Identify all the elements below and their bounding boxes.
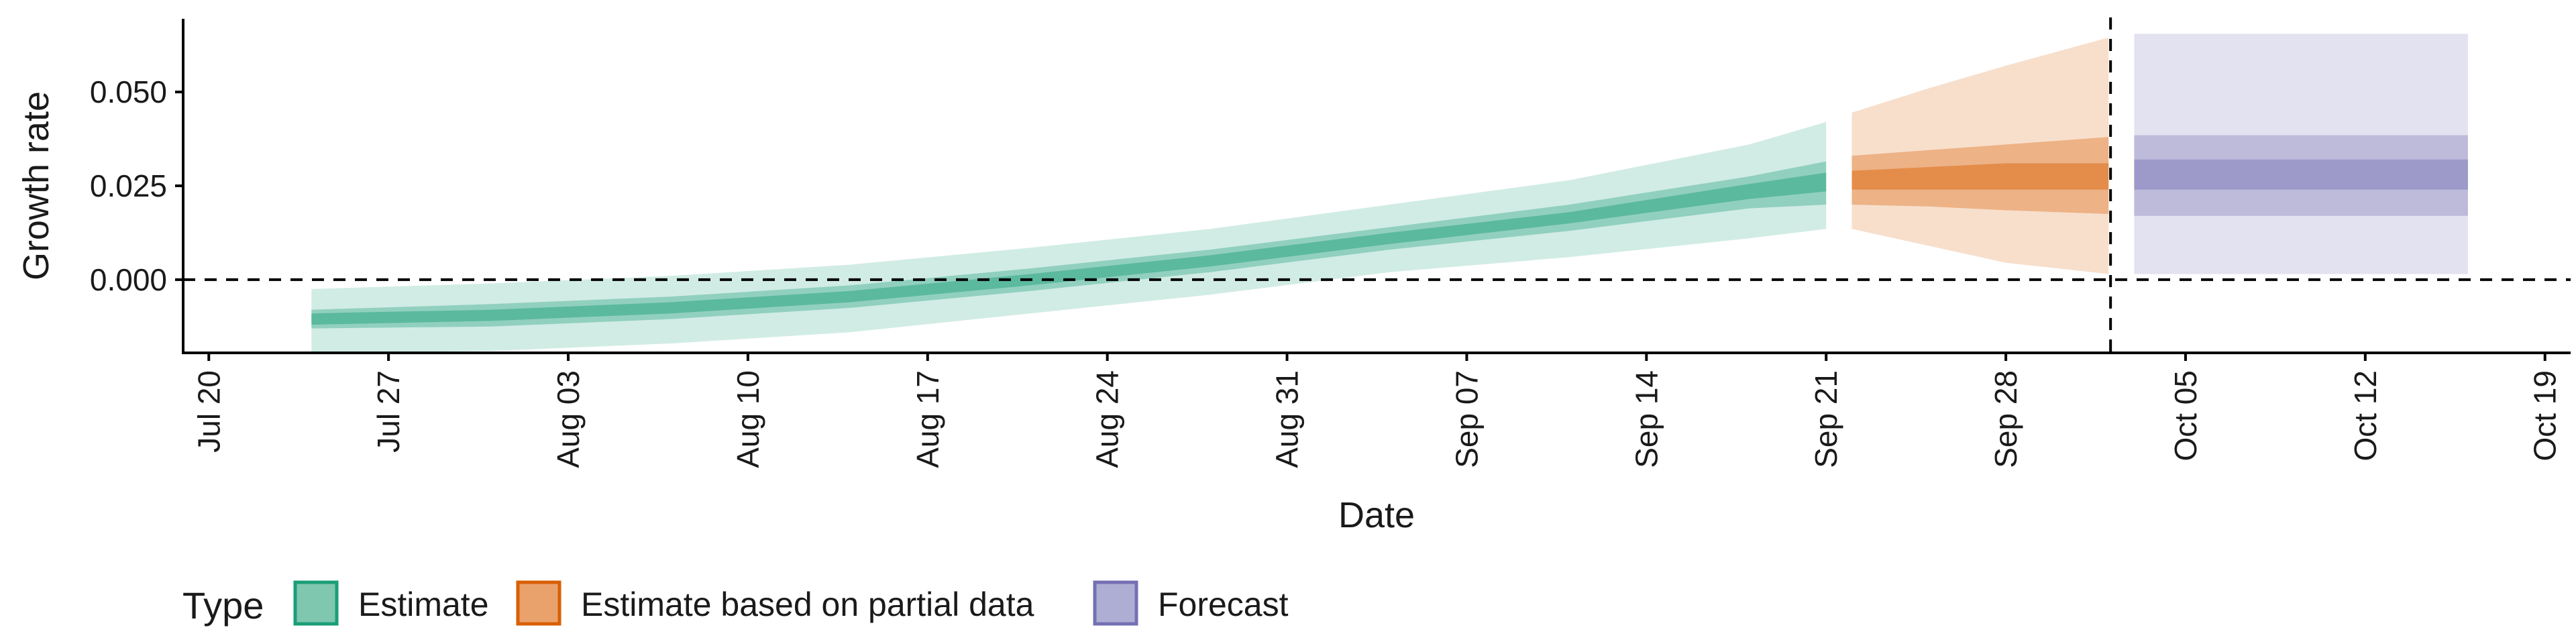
x-tick-label: Sep 14 [1629, 370, 1664, 468]
x-tick-label: Aug 03 [551, 370, 586, 468]
series-estimate-based-on-partial-data [1851, 38, 2109, 274]
band-90-percent [1851, 38, 2109, 274]
x-tick-label: Aug 31 [1270, 370, 1305, 468]
y-tick-label: 0.000 [90, 262, 167, 297]
legend: Type Estimate Estimate based on partial d… [182, 580, 1289, 627]
x-tick-label: Sep 28 [1988, 370, 2023, 468]
x-tick-label: Aug 24 [1090, 370, 1125, 468]
band-50-percent [2134, 135, 2468, 216]
x-tick-label: Jul 20 [191, 370, 226, 453]
legend-label: Estimate [358, 586, 489, 623]
legend-swatch [293, 580, 339, 626]
legend-entry: Forecast [1093, 580, 1289, 626]
x-tick-label: Oct 05 [2168, 370, 2203, 462]
y-axis-title: Growth rate [16, 91, 56, 280]
x-axis-ticks: Jul 20 Jul 27 Aug 03 Aug 10 Aug 17 Aug 24 Aug … [191, 353, 2563, 468]
x-tick-label: Oct 12 [2348, 370, 2383, 462]
x-tick-label: Sep 21 [1809, 370, 1843, 468]
series-forecast [2134, 34, 2468, 274]
x-tick-label: Aug 17 [910, 370, 945, 468]
band-20-percent [2134, 159, 2468, 190]
x-tick-label: Aug 10 [731, 370, 765, 468]
y-tick-label: 0.050 [90, 74, 167, 109]
band-50-percent [311, 161, 1827, 329]
legend-entries: Estimate Estimate based on partial data Fo… [293, 580, 1289, 626]
y-axis-ticks: 0.000 0.025 0.050 [90, 74, 183, 297]
x-tick-label: Jul 27 [371, 370, 406, 453]
legend-label: Estimate based on partial data [581, 586, 1034, 623]
legend-entry: Estimate [293, 580, 489, 626]
legend-swatch [516, 580, 561, 626]
ribbon-layer [311, 34, 2468, 353]
legend-title: Type [182, 584, 264, 627]
band-20-percent [1851, 163, 2109, 190]
series-estimate [311, 121, 1827, 353]
legend-entry: Estimate based on partial data [516, 580, 1034, 626]
x-axis-title: Date [1338, 495, 1415, 535]
x-tick-label: Oct 19 [2528, 370, 2563, 462]
legend-swatch [1093, 580, 1138, 626]
legend-label: Forecast [1158, 586, 1289, 623]
band-90-percent [2134, 34, 2468, 274]
band-90-percent [311, 121, 1827, 353]
band-50-percent [1851, 137, 2109, 214]
y-tick-label: 0.025 [90, 168, 167, 203]
x-tick-label: Sep 07 [1449, 370, 1484, 468]
